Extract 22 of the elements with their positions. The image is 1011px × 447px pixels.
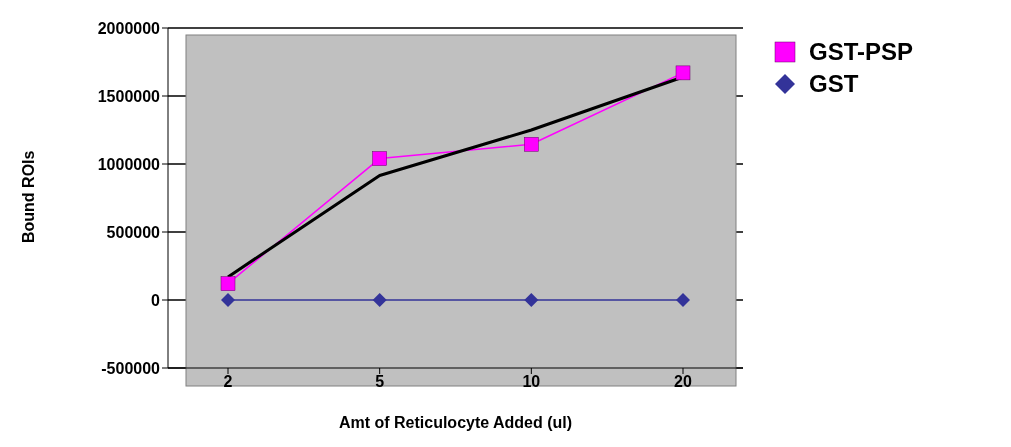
legend-label: GST-PSP (809, 38, 914, 66)
x-axis-title: Amt of Reticulocyte Added (ul) (338, 414, 573, 431)
y-axis-title: Bound ROIs (19, 150, 37, 243)
y-tick-label: 2000000 (97, 19, 161, 37)
y-tick-label: 500000 (106, 223, 161, 241)
x-tick-label: 20 (674, 373, 692, 391)
y-tick-label: 1000000 (97, 155, 161, 173)
legend-label: GST (809, 70, 859, 98)
x-tick-label: 5 (375, 373, 385, 391)
x-tick-label: 2 (223, 373, 233, 391)
y-tick-label: 0 (151, 291, 161, 309)
y-tick-label: 1500000 (97, 87, 161, 105)
point (524, 293, 539, 307)
point (524, 137, 539, 152)
x-tick-label: 10 (522, 373, 541, 391)
y-tick-label: -500000 (101, 359, 161, 377)
point (372, 293, 387, 307)
point (372, 151, 387, 166)
point (220, 276, 236, 291)
point (221, 293, 235, 307)
point (676, 293, 690, 307)
point (675, 65, 691, 81)
